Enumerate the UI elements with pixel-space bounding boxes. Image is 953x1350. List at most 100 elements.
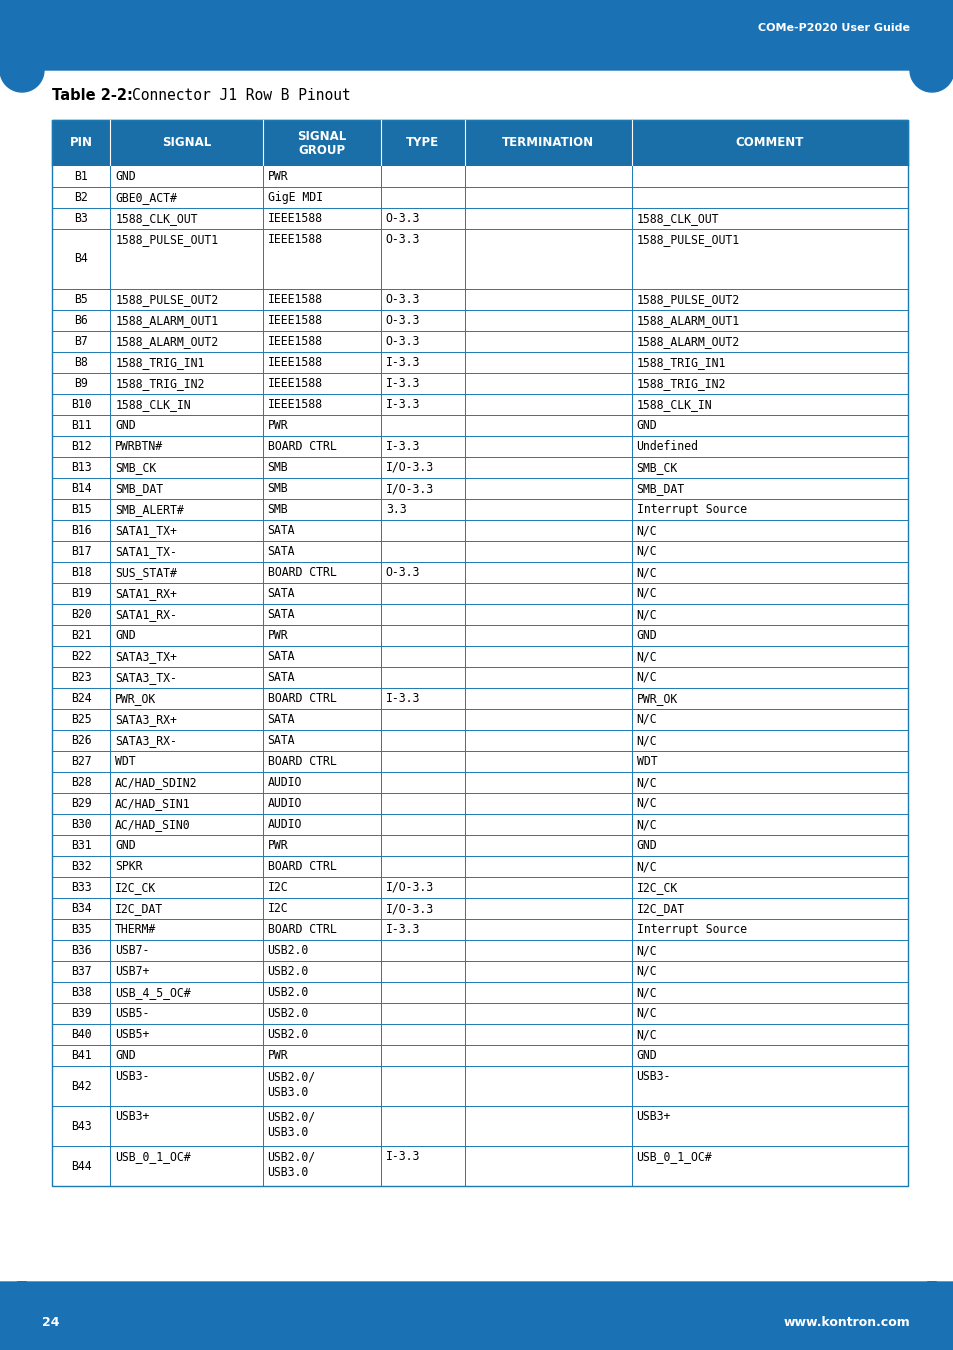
Text: GND: GND bbox=[636, 418, 657, 432]
Text: GND: GND bbox=[115, 838, 135, 852]
Text: B11: B11 bbox=[71, 418, 91, 432]
Text: SATA: SATA bbox=[267, 649, 294, 663]
Bar bbox=[52, 120, 907, 166]
Text: GND: GND bbox=[636, 629, 657, 643]
Text: USB7-: USB7- bbox=[115, 944, 150, 957]
Text: Undefined: Undefined bbox=[636, 440, 698, 454]
Text: BOARD CTRL: BOARD CTRL bbox=[267, 440, 336, 454]
Text: B14: B14 bbox=[71, 482, 91, 495]
Text: USB2.0/
USB3.0: USB2.0/ USB3.0 bbox=[267, 1110, 315, 1139]
Text: WDT: WDT bbox=[636, 755, 657, 768]
Bar bbox=[52, 1066, 907, 1106]
Polygon shape bbox=[0, 0, 953, 70]
Text: USB2.0: USB2.0 bbox=[267, 986, 309, 999]
Text: 1588_CLK_OUT: 1588_CLK_OUT bbox=[636, 212, 719, 225]
Text: BOARD CTRL: BOARD CTRL bbox=[267, 693, 336, 705]
Text: AC/HAD_SDIN2: AC/HAD_SDIN2 bbox=[115, 776, 197, 788]
Bar bbox=[0, 1282, 953, 1350]
Text: GigE MDI: GigE MDI bbox=[267, 190, 322, 204]
Text: SUS_STAT#: SUS_STAT# bbox=[115, 566, 177, 579]
Text: B32: B32 bbox=[71, 860, 91, 873]
Bar bbox=[52, 709, 907, 730]
Text: IEEE1588: IEEE1588 bbox=[267, 398, 322, 410]
Bar bbox=[52, 310, 907, 331]
Text: 1588_CLK_OUT: 1588_CLK_OUT bbox=[115, 212, 197, 225]
Text: B33: B33 bbox=[71, 882, 91, 894]
Text: B6: B6 bbox=[74, 315, 88, 327]
Text: I/O-3.3: I/O-3.3 bbox=[385, 482, 434, 495]
Bar bbox=[52, 772, 907, 792]
Bar bbox=[52, 1106, 907, 1146]
Text: B10: B10 bbox=[71, 398, 91, 410]
Text: B7: B7 bbox=[74, 335, 88, 348]
Text: I-3.3: I-3.3 bbox=[385, 356, 419, 369]
Text: SMB_DAT: SMB_DAT bbox=[115, 482, 163, 495]
Text: N/C: N/C bbox=[636, 608, 657, 621]
Text: B2: B2 bbox=[74, 190, 88, 204]
Text: O-3.3: O-3.3 bbox=[385, 234, 419, 246]
Text: USB3+: USB3+ bbox=[636, 1110, 670, 1123]
Text: PWR_OK: PWR_OK bbox=[115, 693, 156, 705]
Text: I-3.3: I-3.3 bbox=[385, 693, 419, 705]
Text: GND: GND bbox=[636, 838, 657, 852]
Bar bbox=[52, 331, 907, 352]
Bar bbox=[52, 436, 907, 458]
Bar bbox=[52, 120, 907, 166]
Bar bbox=[52, 373, 907, 394]
Text: PWR: PWR bbox=[267, 838, 288, 852]
Text: B38: B38 bbox=[71, 986, 91, 999]
Text: SMB: SMB bbox=[267, 482, 288, 495]
Text: COMMENT: COMMENT bbox=[735, 136, 803, 150]
Text: 1588_TRIG_IN1: 1588_TRIG_IN1 bbox=[636, 356, 725, 369]
Text: N/C: N/C bbox=[636, 965, 657, 977]
Text: www.kontron.com: www.kontron.com bbox=[782, 1315, 909, 1328]
Text: AUDIO: AUDIO bbox=[267, 818, 302, 832]
Bar bbox=[52, 836, 907, 856]
Text: SMB_CK: SMB_CK bbox=[636, 460, 677, 474]
Text: B30: B30 bbox=[71, 818, 91, 832]
Text: 3.3: 3.3 bbox=[385, 504, 406, 516]
Text: O-3.3: O-3.3 bbox=[385, 212, 419, 225]
Text: SMB_ALERT#: SMB_ALERT# bbox=[115, 504, 184, 516]
Text: PWR: PWR bbox=[267, 629, 288, 643]
Text: 1588_PULSE_OUT2: 1588_PULSE_OUT2 bbox=[636, 293, 739, 306]
Bar bbox=[52, 751, 907, 772]
Text: N/C: N/C bbox=[636, 587, 657, 599]
Text: B16: B16 bbox=[71, 524, 91, 537]
Text: I2C_DAT: I2C_DAT bbox=[115, 902, 163, 915]
Bar bbox=[52, 289, 907, 310]
Text: 1588_PULSE_OUT2: 1588_PULSE_OUT2 bbox=[115, 293, 218, 306]
Text: USB2.0/
USB3.0: USB2.0/ USB3.0 bbox=[267, 1150, 315, 1179]
Text: B13: B13 bbox=[71, 460, 91, 474]
Text: I-3.3: I-3.3 bbox=[385, 923, 419, 936]
Text: I/O-3.3: I/O-3.3 bbox=[385, 902, 434, 915]
Polygon shape bbox=[0, 1282, 953, 1350]
Text: Interrupt Source: Interrupt Source bbox=[636, 923, 746, 936]
Text: GBE0_ACT#: GBE0_ACT# bbox=[115, 190, 177, 204]
Text: USB5-: USB5- bbox=[115, 1007, 150, 1021]
Bar bbox=[52, 500, 907, 520]
Text: B35: B35 bbox=[71, 923, 91, 936]
Text: SATA1_TX-: SATA1_TX- bbox=[115, 545, 177, 558]
Bar bbox=[52, 1025, 907, 1045]
Text: COMe-P2020 User Guide: COMe-P2020 User Guide bbox=[758, 23, 909, 32]
Text: TYPE: TYPE bbox=[406, 136, 438, 150]
Text: I2C: I2C bbox=[267, 902, 288, 915]
Text: SATA3_TX+: SATA3_TX+ bbox=[115, 649, 177, 663]
Text: 1588_TRIG_IN1: 1588_TRIG_IN1 bbox=[115, 356, 204, 369]
Text: N/C: N/C bbox=[636, 776, 657, 788]
Text: GND: GND bbox=[636, 1049, 657, 1062]
Text: IEEE1588: IEEE1588 bbox=[267, 356, 322, 369]
Text: USB3-: USB3- bbox=[636, 1071, 670, 1083]
Text: O-3.3: O-3.3 bbox=[385, 293, 419, 306]
Bar bbox=[52, 478, 907, 500]
Bar bbox=[52, 394, 907, 414]
Text: N/C: N/C bbox=[636, 566, 657, 579]
Bar bbox=[52, 792, 907, 814]
Text: SMB: SMB bbox=[267, 504, 288, 516]
Text: O-3.3: O-3.3 bbox=[385, 335, 419, 348]
Text: BOARD CTRL: BOARD CTRL bbox=[267, 923, 336, 936]
Text: B42: B42 bbox=[71, 1080, 91, 1092]
Bar bbox=[52, 688, 907, 709]
Text: Table 2-2:: Table 2-2: bbox=[52, 88, 132, 103]
